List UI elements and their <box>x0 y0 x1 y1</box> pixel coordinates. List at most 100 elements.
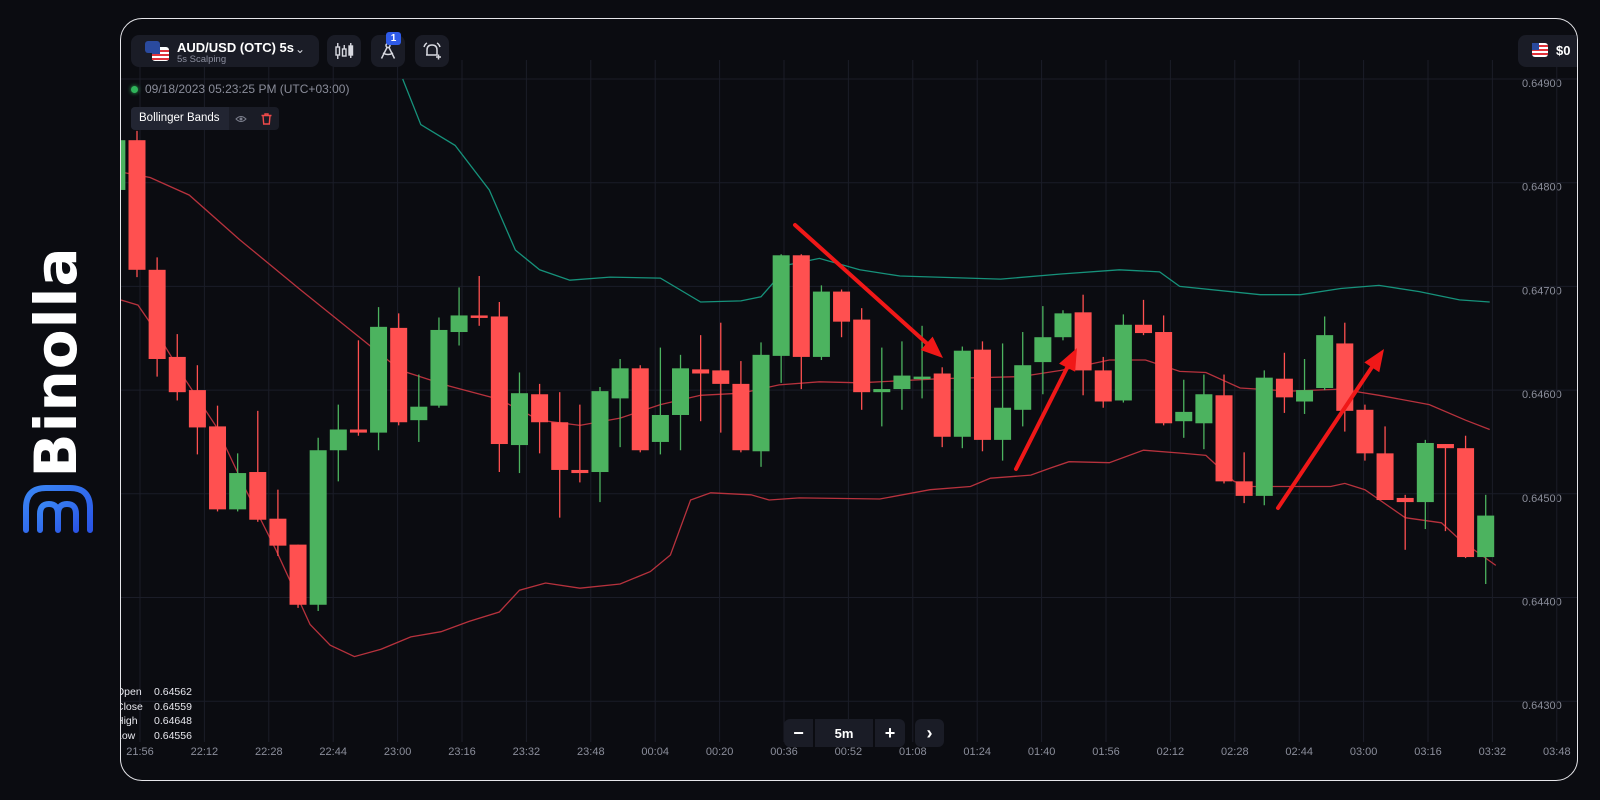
x-tick-label: 03:32 <box>1478 746 1506 758</box>
candle-body <box>933 373 951 437</box>
indicator-bollinger-bands[interactable]: Bollinger Bands <box>131 107 279 130</box>
candle-body <box>832 291 850 322</box>
annotation-arrow-up <box>1275 348 1384 510</box>
candle <box>812 284 830 360</box>
candle-body <box>1053 312 1071 337</box>
interval-selector[interactable]: 5m <box>815 719 873 747</box>
x-tick-label: 00:36 <box>770 746 798 758</box>
candle <box>1376 425 1394 500</box>
indicator-name: Bollinger Bands <box>131 107 229 130</box>
chevron-down-icon: ⌄ <box>295 42 306 56</box>
add-alert-button[interactable] <box>415 35 449 67</box>
candle <box>611 358 629 447</box>
candle <box>1355 404 1373 461</box>
binolla-logo-icon <box>23 485 93 533</box>
x-tick-label: 03:00 <box>1349 746 1377 758</box>
candle <box>590 386 608 502</box>
candle-body <box>530 393 548 422</box>
x-tick-label: 01:40 <box>1027 746 1055 758</box>
toggle-visibility-button[interactable] <box>229 107 254 130</box>
candle <box>792 253 810 389</box>
account-balance[interactable]: $0 <box>1518 35 1577 67</box>
candle <box>1215 374 1233 483</box>
candle-body <box>1295 389 1313 402</box>
x-tick-label: 22:44 <box>319 746 347 758</box>
candle <box>470 275 488 326</box>
candle <box>1255 369 1273 505</box>
candle-body <box>1033 336 1051 362</box>
candle-body <box>892 375 910 389</box>
candle-body <box>349 429 367 433</box>
trading-panel: 0.64900 0.64800 0.64700 0.64600 0.64500 0.644… <box>120 18 1578 781</box>
candle-body <box>1456 447 1474 557</box>
y-tick-label: 0.64400 <box>1522 596 1562 608</box>
arrow-head <box>1363 348 1384 372</box>
candle <box>429 317 447 408</box>
arrow-head <box>920 336 943 358</box>
price-chart[interactable]: 0.64900 0.64800 0.64700 0.64600 0.64500 0.644… <box>120 18 1578 781</box>
x-tick-label: 00:52 <box>834 746 862 758</box>
candle <box>369 306 387 450</box>
candle <box>1396 494 1414 550</box>
candle-body <box>1315 334 1333 388</box>
asset-selector[interactable]: AUD/USD (OTC) 5s 5s Scalping ⌄ <box>131 35 319 67</box>
candle-body <box>1094 369 1112 402</box>
candle <box>1174 379 1192 438</box>
candle-body <box>1275 378 1293 397</box>
candle-body <box>570 469 588 473</box>
trash-icon <box>261 112 272 125</box>
au-us-flag-icon <box>145 41 169 61</box>
candle-body <box>329 429 347 450</box>
candle-body <box>148 269 166 359</box>
candle <box>691 334 709 421</box>
candle-body <box>510 392 528 445</box>
y-tick-label: 0.64900 <box>1522 78 1562 90</box>
candle-body <box>450 314 468 332</box>
candle-body <box>1376 452 1394 500</box>
delete-indicator-button[interactable] <box>254 107 279 130</box>
candle-body <box>973 349 991 440</box>
candle <box>409 374 427 442</box>
candle <box>671 354 689 450</box>
candle <box>121 139 125 190</box>
annotation-arrow-down <box>792 222 943 358</box>
candle-body <box>772 254 790 356</box>
scroll-forward-button[interactable]: › <box>915 719 944 747</box>
candle-body <box>1215 394 1233 481</box>
candle-body <box>1436 443 1454 448</box>
candle-body <box>268 518 286 546</box>
candle-body <box>691 368 709 374</box>
chart-type-button[interactable] <box>327 35 361 67</box>
x-tick-label: 02:44 <box>1285 746 1313 758</box>
x-tick-label: 01:24 <box>963 746 991 758</box>
zoom-in-button[interactable]: + <box>875 719 905 747</box>
close-value: 0.64559 <box>154 700 192 713</box>
candle-body <box>1416 442 1434 502</box>
candle-body <box>1194 393 1212 423</box>
candle-body <box>1074 311 1092 370</box>
y-tick-label: 0.64700 <box>1522 285 1562 297</box>
y-tick-label: 0.64800 <box>1522 181 1562 193</box>
candle <box>1335 322 1353 432</box>
candlestick-chart-icon <box>335 43 354 59</box>
x-tick-label: 02:28 <box>1221 746 1249 758</box>
candle <box>570 404 588 482</box>
candle-body <box>752 354 770 451</box>
candle <box>309 437 327 611</box>
eye-icon <box>235 115 247 122</box>
zoom-out-button[interactable]: − <box>784 719 813 747</box>
candle-body <box>550 421 568 470</box>
x-tick-label: 22:28 <box>255 746 283 758</box>
low-label: Low <box>121 729 136 742</box>
zoom-controls: − 5m + › <box>784 719 944 747</box>
candle-body <box>590 390 608 472</box>
candle-body <box>812 291 830 357</box>
candle <box>631 364 649 452</box>
candle <box>188 364 206 454</box>
candle-body <box>1335 342 1353 411</box>
candle-body <box>993 407 1011 440</box>
x-tick-label: 00:20 <box>705 746 733 758</box>
candle <box>933 366 951 447</box>
candle <box>731 360 749 452</box>
candle <box>832 289 850 337</box>
